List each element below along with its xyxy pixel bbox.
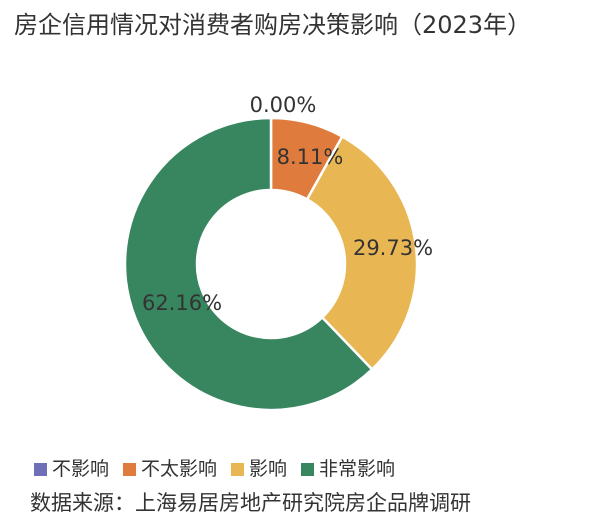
legend-item-3: 非常影响 (301, 456, 395, 482)
donut-slice-2 (305, 135, 419, 371)
data-label-0: 0.00% (250, 93, 317, 117)
data-label-3: 62.16% (142, 291, 222, 315)
chart-title: 房企信用情况对消费者购房决策影响（2023年） (14, 11, 532, 39)
legend-label-2: 影响 (249, 458, 288, 480)
legend-swatch-0 (34, 462, 47, 476)
data-label-1: 8.11% (277, 145, 344, 169)
legend-swatch-1 (123, 462, 137, 476)
legend-swatch-2 (231, 462, 245, 476)
legend-item-2: 影响 (231, 456, 287, 482)
legend-item-1: 不太影响 (123, 456, 217, 482)
legend-item-0: 不影响 (34, 456, 109, 482)
chart-legend: 不影响 不太影响 影响 非常影响 (34, 456, 395, 482)
legend-label-3: 非常影响 (319, 458, 396, 480)
data-label-2: 29.73% (353, 236, 433, 260)
data-source-note: 数据来源：上海易居房地产研究院房企品牌调研 (30, 491, 471, 515)
donut-slice-3 (123, 116, 374, 412)
legend-label-0: 不影响 (52, 458, 110, 480)
legend-label-1: 不太影响 (141, 458, 218, 480)
legend-swatch-3 (301, 462, 315, 476)
